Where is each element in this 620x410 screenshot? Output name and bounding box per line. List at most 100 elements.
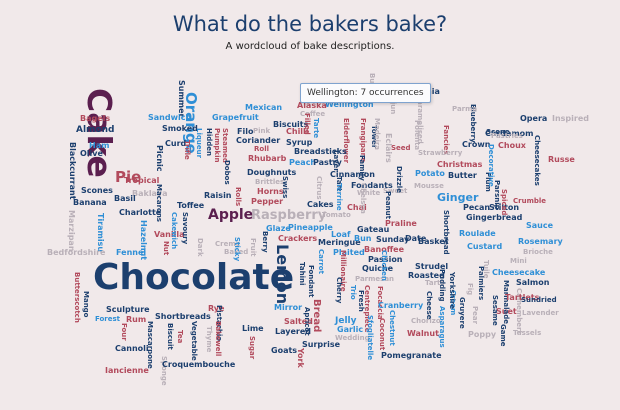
word-curd[interactable]: Curd bbox=[165, 139, 187, 148]
word-sweet[interactable]: Sweet bbox=[383, 187, 408, 195]
word-seed[interactable]: Seed bbox=[391, 144, 411, 152]
word-raisin[interactable]: Raisin bbox=[204, 191, 232, 200]
word-tomato[interactable]: Tomato bbox=[322, 211, 351, 219]
word-cheesecakes[interactable]: Cheesecakes bbox=[533, 135, 541, 186]
word-picnic[interactable]: Picnic bbox=[155, 145, 164, 172]
word-swiss[interactable]: Swiss bbox=[281, 176, 289, 199]
word-decorative[interactable]: Decorative bbox=[487, 144, 495, 187]
word-rolls[interactable]: Rolls bbox=[234, 187, 242, 207]
word-roll[interactable]: Roll bbox=[254, 145, 269, 153]
word-rum[interactable]: Rum bbox=[126, 315, 147, 324]
word-yorkshire[interactable]: Yorkshire bbox=[448, 272, 456, 310]
word-marzipan[interactable]: Marzipan bbox=[67, 210, 76, 252]
word-fondant[interactable]: Fondant bbox=[307, 265, 315, 298]
word-grapefruit[interactable]: Grapefruit bbox=[212, 113, 259, 122]
word-shortbread[interactable]: Shortbread bbox=[442, 210, 450, 255]
word-crown[interactable]: Crown bbox=[462, 140, 491, 149]
word-tahini[interactable]: Tahini bbox=[298, 262, 306, 286]
word-custard[interactable]: Custard bbox=[467, 242, 503, 251]
word-sculpture[interactable]: Sculpture bbox=[106, 305, 150, 314]
word-tarts[interactable]: Tarts bbox=[425, 279, 445, 287]
word-coffee[interactable]: Coffee bbox=[300, 110, 326, 118]
word-cherry[interactable]: Cherry bbox=[335, 277, 343, 304]
word-sundried[interactable]: Sundried bbox=[521, 296, 557, 304]
word-chorizo[interactable]: Chorizo bbox=[411, 317, 441, 325]
word-sfogliatelle[interactable]: Sfogliatelle bbox=[366, 315, 374, 361]
word-salted[interactable]: Salted bbox=[284, 317, 313, 326]
word-pecan[interactable]: Pecan bbox=[463, 203, 491, 212]
word-suet[interactable]: Suet bbox=[496, 307, 517, 316]
word-banoffee[interactable]: Banoffee bbox=[364, 245, 405, 254]
word-four[interactable]: Four bbox=[120, 323, 128, 341]
word-charlotte[interactable]: Charlotte bbox=[119, 208, 162, 217]
word-pudding[interactable]: Pudding bbox=[438, 269, 446, 302]
word-chocolate[interactable]: Chocolate bbox=[93, 257, 295, 298]
word-raspberry[interactable]: Raspberry bbox=[251, 208, 327, 223]
word-choux[interactable]: Choux bbox=[498, 141, 526, 150]
word-syrup[interactable]: Syrup bbox=[286, 138, 313, 147]
word-baked[interactable]: Baked bbox=[224, 248, 249, 256]
word-rye[interactable]: Rye bbox=[208, 304, 225, 313]
word-potato[interactable]: Potato bbox=[415, 169, 445, 178]
word-sandwich[interactable]: Sandwich bbox=[148, 113, 192, 122]
word-breadsticks[interactable]: Breadsticks bbox=[294, 147, 347, 156]
word-parmesan[interactable]: Parmesan bbox=[355, 275, 395, 283]
word-butter[interactable]: Butter bbox=[448, 171, 477, 180]
word-lime[interactable]: Lime bbox=[242, 324, 264, 333]
word-wellington[interactable]: Wellington bbox=[325, 100, 374, 109]
word-baklava[interactable]: Baklava bbox=[132, 189, 168, 198]
word-sugar[interactable]: Sugar bbox=[248, 336, 256, 360]
word-peanut[interactable]: Peanut bbox=[384, 191, 392, 219]
word-horns[interactable]: Horns bbox=[257, 187, 284, 196]
word-ginger[interactable]: Ginger bbox=[437, 191, 479, 204]
word-madeira[interactable]: Madeira bbox=[373, 118, 381, 151]
word-macarons[interactable]: Macarons bbox=[155, 184, 163, 222]
word-roulade[interactable]: Roulade bbox=[459, 229, 496, 238]
word-mango[interactable]: Mango bbox=[82, 291, 90, 318]
word-rhubarb[interactable]: Rhubarb bbox=[248, 154, 287, 163]
word-stilton[interactable]: Stilton bbox=[489, 203, 520, 212]
word-tarte[interactable]: Tarte bbox=[312, 118, 320, 139]
word-liqueur[interactable]: Liqueur bbox=[195, 128, 203, 159]
word-pineapple[interactable]: Pineapple bbox=[288, 223, 333, 232]
word-christmas[interactable]: Christmas bbox=[437, 160, 483, 169]
word-loaf[interactable]: Loaf bbox=[331, 230, 351, 239]
word-praline[interactable]: Praline bbox=[385, 219, 417, 228]
word-bagels[interactable]: Bagels bbox=[80, 114, 111, 123]
word-bun[interactable]: Bun bbox=[354, 234, 372, 243]
word-apricot[interactable]: Apricot bbox=[303, 307, 311, 336]
word-cardamom[interactable]: Cardamom bbox=[485, 129, 534, 138]
word-pepper[interactable]: Pepper bbox=[251, 197, 284, 206]
word-tropical[interactable]: Tropical bbox=[124, 176, 160, 185]
word-game[interactable]: Game bbox=[499, 324, 507, 347]
word-cranberry[interactable]: Cranberry bbox=[378, 301, 424, 310]
word-citrus[interactable]: Citrus bbox=[315, 176, 323, 200]
word-wedding[interactable]: Wedding bbox=[335, 334, 370, 342]
word-thyme[interactable]: Thyme bbox=[205, 326, 213, 353]
word-sesame[interactable]: Sesame bbox=[491, 295, 499, 326]
word-tea[interactable]: Tea bbox=[176, 330, 184, 344]
word-sauce[interactable]: Sauce bbox=[526, 221, 554, 230]
word-pastries[interactable]: Pastries bbox=[491, 132, 523, 140]
word-ham[interactable]: Ham bbox=[89, 141, 110, 150]
word-meringue[interactable]: Meringue bbox=[318, 238, 361, 247]
word-butterscotch[interactable]: Butterscotch bbox=[73, 272, 81, 323]
word-coconut[interactable]: Coconut bbox=[378, 318, 386, 351]
word-fig[interactable]: Fig bbox=[466, 283, 474, 296]
word-iancienne[interactable]: Iancienne bbox=[105, 366, 149, 375]
word-banana[interactable]: Banana bbox=[73, 198, 107, 207]
word-pomegranate[interactable]: Pomegranate bbox=[381, 351, 442, 360]
word-chilli[interactable]: Chilli bbox=[286, 127, 309, 136]
word-coriander[interactable]: Coriander bbox=[236, 136, 281, 145]
word-elderflower[interactable]: Elderflower bbox=[342, 118, 350, 164]
word-hidden[interactable]: Hidden bbox=[205, 128, 213, 157]
word-mascarpone[interactable]: Mascarpone bbox=[146, 321, 154, 369]
word-savoury[interactable]: Savoury bbox=[181, 212, 189, 245]
word-terrine[interactable]: Terrine bbox=[335, 183, 343, 211]
word-crumble[interactable]: Crumble bbox=[513, 197, 547, 205]
word-biscuit[interactable]: Biscuit bbox=[166, 323, 174, 350]
word-alaska[interactable]: Alaska bbox=[297, 101, 327, 110]
word-trio[interactable]: Trio bbox=[349, 285, 357, 300]
word-filled[interactable]: Filled bbox=[303, 113, 311, 135]
word-tiramisu[interactable]: Tiramisu bbox=[96, 213, 105, 253]
